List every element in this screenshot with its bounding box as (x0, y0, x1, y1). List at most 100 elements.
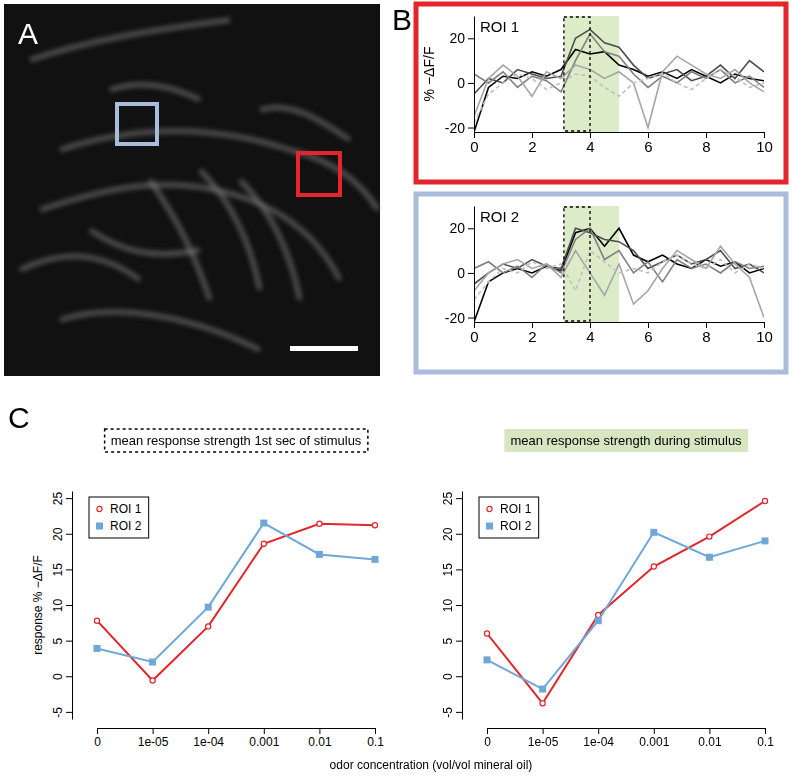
tick-mark (66, 569, 72, 570)
tick-label: 0 (441, 673, 455, 680)
y-axis: -20020 (445, 17, 475, 136)
tick-label: 2 (528, 138, 536, 155)
tick: 25 (441, 492, 462, 506)
tick-mark (456, 712, 462, 713)
tick-mark (543, 728, 544, 734)
tick-label: 2 (528, 328, 536, 345)
tick-label: -5 (51, 707, 65, 718)
legend-label: ROI 1 (110, 502, 142, 516)
tick-label: 0 (51, 673, 65, 680)
tick-mark (66, 605, 72, 606)
series-line (97, 524, 375, 681)
tick-mark (468, 318, 474, 319)
tick: 10 (441, 599, 462, 613)
trace-line (474, 251, 764, 300)
tick-mark (97, 728, 98, 734)
tick: -5 (51, 707, 72, 718)
axis-line (72, 492, 73, 720)
trace-line (474, 56, 764, 127)
legend-item: ROI 1 (487, 502, 532, 516)
tick-label: -20 (445, 120, 465, 136)
axis-line (98, 728, 376, 729)
marker (707, 534, 712, 539)
marker (762, 537, 769, 544)
tick: 10 (51, 599, 72, 613)
y-axis: -20020 (445, 207, 475, 326)
tick-label: 20 (51, 527, 65, 541)
marker (706, 554, 713, 561)
marker (260, 520, 267, 527)
tick: 25 (51, 492, 72, 506)
texture-stroke (30, 20, 230, 60)
tick-label: 0 (457, 75, 465, 91)
tick: 8 (702, 132, 710, 155)
trace-line (474, 70, 764, 124)
trace-line (474, 29, 764, 94)
tick: 0.001 (249, 728, 279, 749)
trace-line (474, 228, 764, 282)
tick-label: 1e-05 (138, 735, 169, 749)
roi-box (117, 104, 157, 144)
x-axis: 0246810 (470, 132, 773, 155)
tick: 1e-04 (583, 728, 614, 749)
roi-box (298, 153, 340, 195)
panel-title: mean response strength during stimulus (510, 433, 742, 448)
figure: A0246810-20020ROI 1% −ΔF/FB0246810-20020… (0, 0, 792, 778)
marker (372, 556, 379, 563)
tick: 20 (441, 527, 462, 541)
series-line (487, 532, 765, 689)
tick-label: 25 (441, 492, 455, 506)
tick: 4 (586, 132, 594, 155)
tick: -20 (445, 310, 474, 326)
texture-stroke (150, 180, 210, 300)
axis-line (488, 728, 766, 729)
stimulus-span (564, 206, 619, 322)
frame (416, 4, 786, 182)
tick-label: 0.001 (639, 735, 669, 749)
tick: 15 (51, 563, 72, 577)
tick: -5 (441, 707, 462, 718)
tick-label: 5 (441, 637, 455, 644)
tick-label: 20 (449, 220, 465, 236)
legend-item: ROI 2 (486, 519, 532, 533)
legend-marker (486, 523, 493, 530)
y-axis-title: % −ΔF/F (421, 47, 437, 102)
tick-mark (709, 728, 710, 734)
tick: 0.1 (367, 728, 384, 749)
tick: 10 (756, 322, 773, 345)
tick-mark (66, 534, 72, 535)
axis-line (462, 492, 463, 720)
panel-title: ROI 2 (480, 208, 519, 225)
tick: 20 (449, 220, 474, 236)
tick-label: 1e-05 (528, 735, 559, 749)
response-panel: mean response strength 1st sec of stimul… (8, 401, 532, 772)
marker (206, 624, 211, 629)
image-panel: A (4, 4, 380, 376)
x-axis: 01e-051e-040.0010.010.1 (484, 728, 774, 749)
tick-mark (468, 83, 474, 84)
tick-label: 0.1 (367, 735, 384, 749)
legend: ROI 1 ROI 2 (89, 497, 149, 538)
tick-mark (153, 728, 154, 734)
panel-title: mean response strength 1st sec of stimul… (111, 433, 362, 448)
tick: 0.01 (308, 728, 332, 749)
legend-item: ROI 2 (96, 519, 142, 533)
trace-panel: 0246810-20020ROI 2 (416, 194, 786, 372)
texture-stroke (60, 131, 378, 210)
marker (316, 551, 323, 558)
legend-frame (89, 497, 149, 538)
tick: 1e-05 (528, 728, 559, 749)
texture-stroke (20, 256, 140, 280)
legend-label: ROI 2 (110, 519, 142, 533)
trace-line (474, 34, 764, 92)
tick: 20 (51, 527, 72, 541)
marker (539, 686, 546, 693)
panel-letter: C (8, 401, 30, 434)
tick-label: 0 (484, 735, 491, 749)
tick: 0 (94, 728, 101, 749)
legend-label: ROI 1 (500, 502, 532, 516)
tick: 2 (528, 132, 536, 155)
tick-label: 0.1 (757, 735, 774, 749)
tick-mark (654, 728, 655, 734)
tick-mark (264, 728, 265, 734)
